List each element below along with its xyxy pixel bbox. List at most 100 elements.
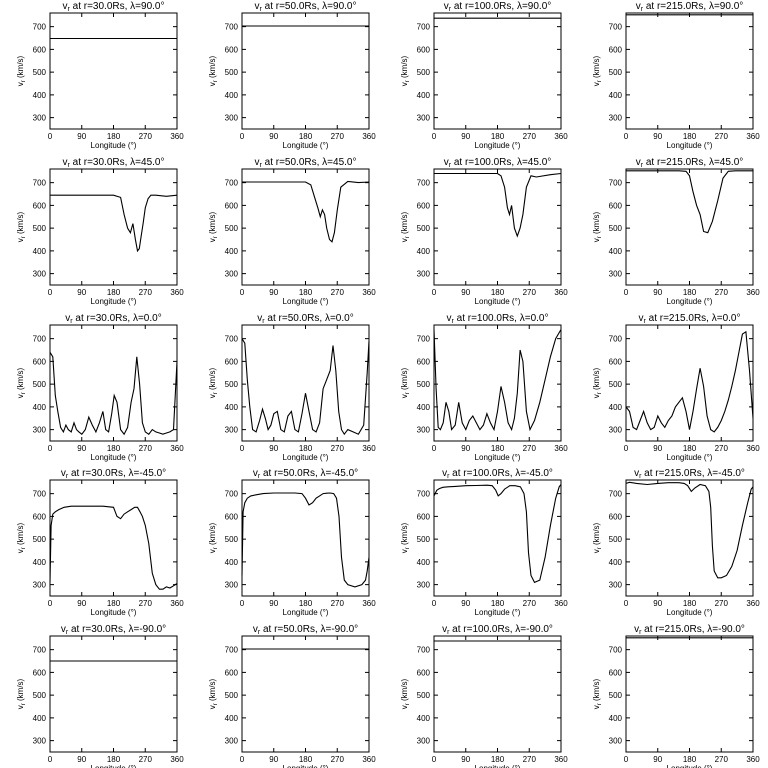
panel: vr at r=100.0Rs, λ=45.0° 0 90 180 270 360 300 4… — [400, 157, 568, 306]
y-tick-label: 400 — [225, 247, 239, 256]
y-axis-label: vr (km/s) — [592, 55, 603, 86]
y-tick-label: 300 — [33, 426, 47, 435]
y-tick-label: 500 — [225, 68, 239, 77]
x-tick-label: 0 — [432, 288, 437, 297]
y-tick-label: 400 — [33, 91, 47, 100]
x-tick-label: 0 — [240, 599, 245, 608]
panel: vr at r=50.0Rs, λ=0.0° 0 90 180 270 360 300 400… — [208, 313, 376, 462]
x-tick-label: 0 — [240, 444, 245, 453]
y-tick-label: 700 — [609, 179, 623, 188]
x-axis-label: Longitude (°) — [91, 141, 137, 150]
x-tick-label: 360 — [554, 288, 568, 297]
x-tick-label: 0 — [432, 755, 437, 764]
series-line — [434, 172, 562, 238]
y-tick-label: 300 — [417, 426, 431, 435]
y-tick-label: 600 — [417, 512, 431, 521]
x-tick-label: 270 — [523, 755, 537, 764]
y-axis-label: vr (km/s) — [208, 678, 219, 709]
x-tick-label: 90 — [77, 755, 86, 764]
x-tick-label: 270 — [715, 755, 729, 764]
x-tick-label: 0 — [48, 755, 53, 764]
y-axis-label: vr (km/s) — [400, 55, 411, 86]
x-tick-label: 90 — [461, 132, 470, 141]
y-tick-label: 600 — [417, 357, 431, 366]
y-axis-label: vr (km/s) — [592, 522, 603, 553]
panel-title: vr at r=215.0Rs, λ=-45.0° — [634, 468, 745, 480]
x-tick-label: 180 — [299, 444, 313, 453]
y-axis-label: vr (km/s) — [592, 367, 603, 398]
y-tick-label: 500 — [33, 224, 47, 233]
x-tick-label: 360 — [746, 288, 760, 297]
x-tick-label: 90 — [269, 755, 278, 764]
y-tick-label: 700 — [33, 490, 47, 499]
x-tick-label: 180 — [107, 132, 121, 141]
x-axis-label: Longitude (°) — [667, 608, 713, 617]
x-tick-label: 90 — [461, 444, 470, 453]
panel: vr at r=215.0Rs, λ=90.0° 0 90 180 270 360 300 4… — [592, 1, 760, 150]
x-tick-label: 270 — [139, 444, 153, 453]
x-tick-label: 270 — [523, 444, 537, 453]
y-tick-label: 500 — [225, 224, 239, 233]
y-tick-label: 400 — [225, 558, 239, 567]
x-tick-label: 180 — [491, 444, 505, 453]
y-axis-label: vr (km/s) — [400, 522, 411, 553]
x-tick-label: 0 — [624, 288, 629, 297]
x-tick-label: 270 — [715, 288, 729, 297]
x-tick-label: 360 — [170, 132, 184, 141]
x-tick-label: 360 — [362, 755, 376, 764]
x-tick-label: 90 — [77, 599, 86, 608]
x-tick-label: 0 — [240, 132, 245, 141]
y-tick-label: 700 — [225, 179, 239, 188]
y-axis-label: vr (km/s) — [16, 55, 27, 86]
x-tick-label: 270 — [331, 755, 345, 764]
y-axis-label: vr (km/s) — [400, 678, 411, 709]
y-tick-label: 500 — [225, 535, 239, 544]
panel: vr at r=30.0Rs, λ=45.0° 0 90 180 270 360 300 40… — [16, 157, 184, 306]
panel: vr at r=50.0Rs, λ=-45.0° 0 90 180 270 360 300 4… — [208, 468, 376, 617]
y-axis-label: vr (km/s) — [592, 211, 603, 242]
x-tick-label: 360 — [362, 599, 376, 608]
y-tick-label: 600 — [417, 45, 431, 54]
x-axis-label: Longitude (°) — [283, 297, 329, 306]
y-tick-label: 400 — [417, 403, 431, 412]
panel-title: vr at r=100.0Rs, λ=-90.0° — [442, 624, 553, 636]
panel-title: vr at r=50.0Rs, λ=0.0° — [257, 313, 353, 325]
x-axis-label: Longitude (°) — [91, 297, 137, 306]
panel: vr at r=100.0Rs, λ=0.0° 0 90 180 270 360 300 40… — [400, 313, 568, 462]
y-tick-label: 500 — [609, 68, 623, 77]
series-line — [433, 329, 562, 432]
x-tick-label: 180 — [299, 132, 313, 141]
y-tick-label: 400 — [225, 714, 239, 723]
x-tick-label: 90 — [653, 444, 662, 453]
y-tick-label: 600 — [609, 512, 623, 521]
x-tick-label: 360 — [746, 132, 760, 141]
y-tick-label: 300 — [417, 114, 431, 123]
y-tick-label: 600 — [609, 668, 623, 677]
series-line — [626, 170, 753, 234]
y-tick-label: 700 — [33, 646, 47, 655]
y-tick-label: 600 — [417, 668, 431, 677]
x-axis-label: Longitude (°) — [283, 764, 329, 768]
x-tick-label: 0 — [624, 599, 629, 608]
y-axis-label: vr (km/s) — [16, 678, 27, 709]
y-tick-label: 300 — [609, 114, 623, 123]
x-tick-label: 0 — [240, 288, 245, 297]
series-line — [49, 505, 178, 590]
x-tick-label: 360 — [554, 444, 568, 453]
x-tick-label: 270 — [139, 599, 153, 608]
x-axis-label: Longitude (°) — [475, 297, 521, 306]
panel: vr at r=50.0Rs, λ=90.0° 0 90 180 270 360 300 40… — [208, 1, 376, 150]
x-tick-label: 360 — [362, 444, 376, 453]
y-tick-label: 300 — [225, 737, 239, 746]
y-axis-label: vr (km/s) — [208, 367, 219, 398]
x-tick-label: 360 — [170, 599, 184, 608]
y-tick-label: 400 — [417, 714, 431, 723]
y-tick-label: 700 — [33, 23, 47, 32]
panel-title: vr at r=100.0Rs, λ=-45.0° — [442, 468, 553, 480]
x-tick-label: 180 — [107, 599, 121, 608]
panel-title: vr at r=50.0Rs, λ=-45.0° — [253, 468, 358, 480]
x-tick-label: 270 — [331, 288, 345, 297]
x-tick-label: 180 — [299, 755, 313, 764]
y-axis-label: vr (km/s) — [16, 211, 27, 242]
y-tick-label: 400 — [609, 714, 623, 723]
